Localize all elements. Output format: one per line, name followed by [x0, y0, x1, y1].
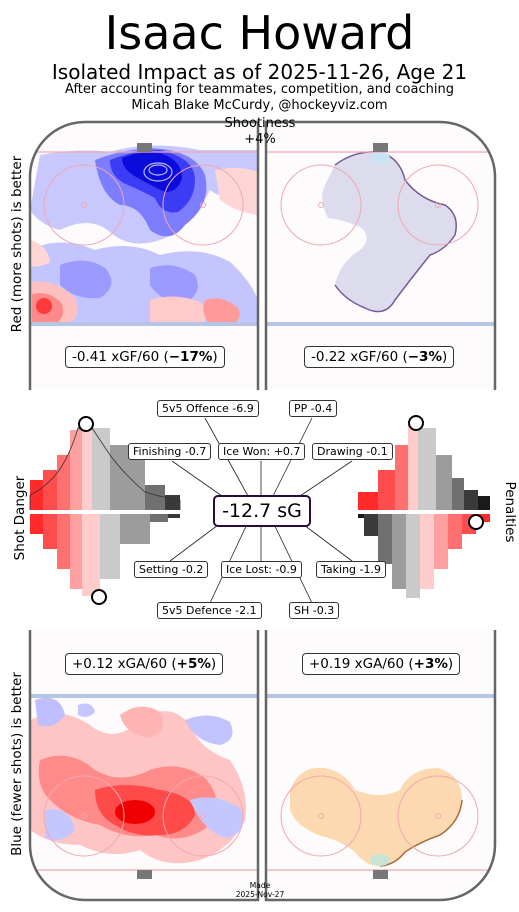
component-ice-won: Ice Won: +0.7	[218, 443, 306, 460]
penalties-taken-distribution	[358, 514, 490, 598]
author-credit: Micah Blake McCurdy, @hockeyviz.com	[131, 98, 388, 113]
component-setting: Setting -0.2	[134, 561, 209, 578]
heatmap-offence-pp	[322, 151, 457, 313]
component-taking: Taking -1.9	[316, 561, 386, 578]
component-offence-5v5: 5v5 Offence -6.9	[157, 400, 259, 417]
shootiness-value: +4%	[244, 132, 276, 147]
defence-5v5-stat: +0.12 xGA/60 (+5%)	[65, 653, 224, 675]
axis-label-defence: Blue (fewer shots) is better	[9, 672, 25, 856]
component-sh: SH -0.3	[289, 602, 340, 619]
method-note: After accounting for teammates, competit…	[65, 82, 454, 97]
offence-pp-stat: -0.22 xGF/60 (−3%)	[304, 346, 455, 368]
page-title: Isaac Howard	[104, 6, 415, 60]
made-label: Made	[249, 881, 271, 890]
penalties-drawn-distribution	[358, 415, 490, 510]
shot-danger-label: Shot Danger	[12, 475, 28, 561]
component-ice-lost: Ice Lost: -0.9	[221, 561, 302, 578]
component-defence-5v5: 5v5 Defence -2.1	[157, 602, 262, 619]
heatmap-offence-5v5	[30, 145, 258, 325]
shot-danger-offence-distribution	[29, 416, 181, 510]
penalties-label: Penalties	[502, 481, 518, 543]
heatmap-defence-5v5	[30, 697, 246, 864]
component-pp: PP -0.4	[289, 400, 338, 417]
rink-defence-5v5	[28, 630, 260, 902]
rink-defence-pk	[264, 630, 497, 902]
total-sg-value: -12.7 sG	[213, 495, 311, 527]
offence-5v5-stat: -0.41 xGF/60 (−17%)	[65, 346, 225, 368]
rink-offence-pp	[264, 120, 497, 390]
defence-pk-stat: +0.19 xGA/60 (+3%)	[302, 653, 461, 675]
made-date: Made 2025-Nov-27	[228, 881, 292, 899]
shootiness-title: Shootiness	[224, 116, 296, 131]
axis-label-offence: Red (more shots) is better	[9, 155, 25, 333]
rink-offence-5v5	[28, 120, 260, 390]
made-date-value: 2025-Nov-27	[235, 890, 285, 899]
component-drawing: Drawing -0.1	[312, 443, 393, 460]
page-subtitle: Isolated Impact as of 2025-11-26, Age 21	[51, 60, 468, 84]
component-finishing: Finishing -0.7	[128, 443, 212, 460]
heatmap-defence-pk	[290, 767, 463, 867]
shot-danger-defence-distribution	[30, 514, 180, 605]
